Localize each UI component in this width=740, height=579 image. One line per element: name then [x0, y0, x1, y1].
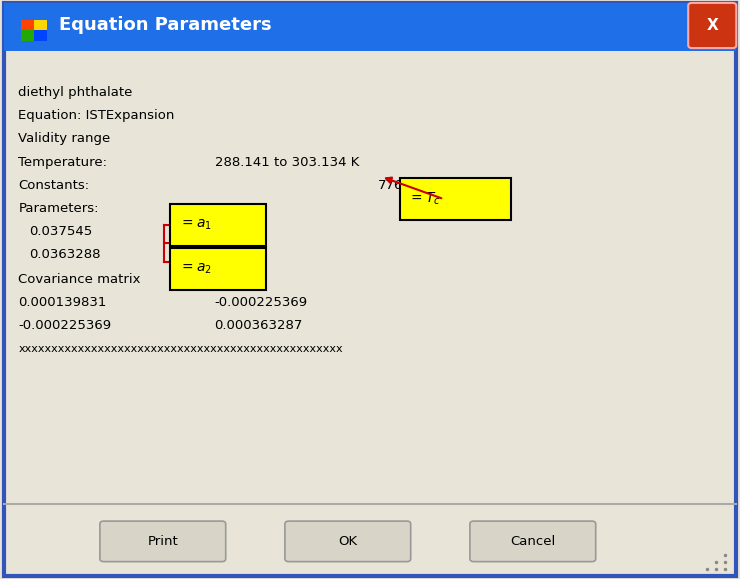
Text: Constants:: Constants:	[18, 179, 90, 192]
Text: 0.000363287: 0.000363287	[215, 320, 303, 332]
Text: 0.0363288: 0.0363288	[30, 248, 101, 261]
FancyBboxPatch shape	[4, 3, 736, 51]
Text: X: X	[707, 18, 718, 33]
FancyBboxPatch shape	[170, 204, 266, 246]
Text: OK: OK	[338, 535, 357, 548]
Text: Equation Parameters: Equation Parameters	[59, 16, 272, 35]
FancyBboxPatch shape	[285, 521, 411, 562]
Text: Temperature:: Temperature:	[18, 156, 107, 168]
Text: 0.037545: 0.037545	[30, 225, 92, 238]
Text: Parameters:: Parameters:	[18, 202, 99, 215]
Bar	[34, 20, 47, 30]
FancyBboxPatch shape	[170, 248, 266, 290]
Text: 776: 776	[377, 179, 403, 192]
Text: Validity range: Validity range	[18, 133, 111, 145]
Text: diethyl phthalate: diethyl phthalate	[18, 86, 133, 99]
Text: -0.000225369: -0.000225369	[18, 320, 112, 332]
Text: Cancel: Cancel	[510, 535, 556, 548]
FancyBboxPatch shape	[100, 521, 226, 562]
FancyBboxPatch shape	[688, 3, 736, 48]
Text: Equation: ISTExpansion: Equation: ISTExpansion	[18, 109, 175, 122]
Bar	[21, 30, 34, 41]
Text: -0.000225369: -0.000225369	[215, 296, 308, 309]
Text: $= a_1$: $= a_1$	[179, 218, 212, 232]
Bar	[21, 20, 34, 30]
Bar	[34, 30, 47, 41]
Text: 288.141 to 303.134 K: 288.141 to 303.134 K	[215, 156, 359, 168]
FancyBboxPatch shape	[4, 3, 736, 576]
Text: xxxxxxxxxxxxxxxxxxxxxxxxxxxxxxxxxxxxxxxxxxxxxxxxx: xxxxxxxxxxxxxxxxxxxxxxxxxxxxxxxxxxxxxxxx…	[18, 343, 343, 354]
FancyBboxPatch shape	[400, 178, 511, 220]
Text: Print: Print	[147, 535, 178, 548]
Text: $= a_2$: $= a_2$	[179, 262, 212, 276]
Text: 0.000139831: 0.000139831	[18, 296, 107, 309]
Text: $= T_c$: $= T_c$	[408, 191, 441, 207]
Text: Covariance matrix: Covariance matrix	[18, 273, 141, 285]
FancyBboxPatch shape	[470, 521, 596, 562]
